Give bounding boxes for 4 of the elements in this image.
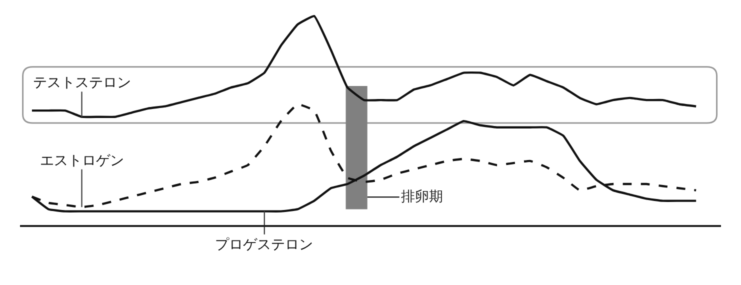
annotation: 排卵期	[401, 189, 443, 205]
text: エストロゲン	[40, 153, 124, 169]
series-label: プロゲステロン	[215, 237, 313, 253]
series-label: テストステロン	[33, 75, 131, 91]
